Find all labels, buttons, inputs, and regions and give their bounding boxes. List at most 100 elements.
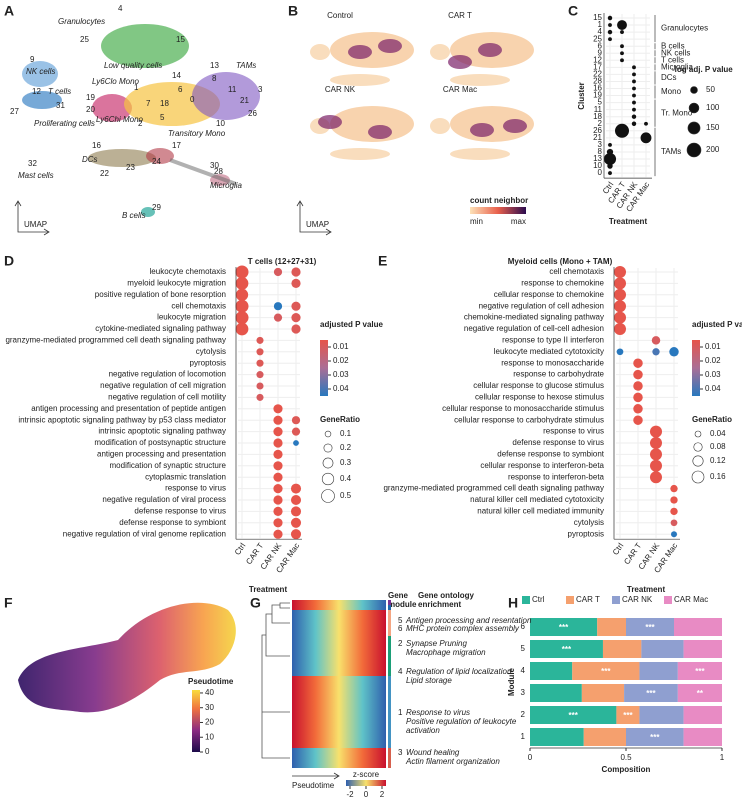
row-label: modification of postsynaptic structure (94, 438, 226, 447)
colorbar (346, 780, 386, 786)
row-label: 0 (598, 168, 603, 177)
bar-segment (639, 706, 684, 724)
y-tick-label: 3 (521, 688, 526, 697)
heatmap-band (292, 636, 386, 676)
cluster-label: 8 (212, 74, 217, 83)
dot (291, 267, 301, 277)
row-label: response to virus (165, 484, 226, 493)
dot (290, 483, 302, 494)
row-label: natural killer cell mediated immunity (477, 507, 604, 516)
dot (235, 311, 249, 325)
bar-segment (639, 662, 678, 680)
dot (273, 495, 283, 505)
panel-letter: F (4, 595, 13, 611)
pseudotime-cells (18, 602, 236, 713)
dot (273, 415, 283, 425)
density-blob (430, 44, 450, 60)
y-axis-label: Module (507, 667, 516, 696)
row-label: modification of synaptic structure (110, 461, 227, 470)
go-term: Positive regulation of leukocyte (406, 717, 517, 726)
dot (290, 506, 302, 517)
bar-segment (597, 618, 626, 636)
dot (256, 336, 264, 344)
dot (632, 79, 636, 84)
row-label: cellular response to hexose stimulus (475, 393, 604, 402)
cluster-label: TAMs (236, 61, 256, 70)
dot (256, 348, 264, 356)
row-label: 9 (598, 48, 603, 57)
row-label: cellular response to chemokine (494, 290, 605, 299)
panel-letter: C (568, 3, 578, 19)
bar-segment (530, 706, 617, 724)
size-legend-dot (691, 470, 705, 484)
dot (650, 448, 662, 461)
heatmap-band (292, 605, 386, 610)
density-hotspot (348, 45, 372, 59)
row-label: 10 (593, 161, 602, 170)
cluster-label: 32 (28, 159, 37, 168)
dot (235, 299, 249, 313)
heatmap-band (292, 748, 386, 768)
row-label: intrinsic apoptotic signaling pathway (98, 427, 226, 436)
size-legend-dot (692, 455, 704, 467)
row-label: response to virus (543, 427, 604, 436)
dot (273, 404, 283, 414)
significance-label: *** (559, 623, 569, 632)
x-tick-label: 1 (720, 753, 725, 762)
legend-swatch (522, 596, 530, 604)
row-label: leukocyte chemotaxis (150, 267, 226, 276)
dot (670, 507, 678, 516)
colorbar-title: z-score (353, 770, 380, 779)
colorbar-tick-label: 10 (205, 732, 214, 741)
group-label: NK cells (661, 48, 690, 57)
colorbar-title: Pseudotime (188, 677, 234, 686)
go-term: Wound healing (406, 748, 460, 757)
colorbar-tick-label: 0 (364, 790, 369, 799)
size-legend-dot (690, 86, 698, 94)
cluster-label: 28 (214, 167, 223, 176)
module-id: 1 (398, 708, 403, 717)
cluster-label: DCs (82, 155, 98, 164)
row-label: cell chemotaxis (549, 267, 604, 276)
colorbar-tick-label: 30 (205, 703, 214, 712)
dot (669, 347, 679, 357)
x-tick-label: Ctrl (233, 541, 248, 557)
dot (607, 15, 613, 21)
row-label: defense response to symbiont (119, 518, 227, 527)
dot (633, 381, 643, 391)
row-label: response to chemokine (521, 279, 604, 288)
row-label: 12 (593, 55, 602, 64)
significance-label: *** (623, 711, 633, 720)
umap-a-clusters (22, 24, 260, 217)
cluster-label: 26 (248, 109, 257, 118)
dot (620, 30, 624, 35)
row-label: 21 (593, 133, 602, 142)
size-legend-dot (323, 443, 333, 453)
cluster-label: Transitory Mono (168, 129, 226, 138)
row-label: 8 (598, 147, 603, 156)
dot (614, 311, 626, 324)
density-hotspot (503, 119, 527, 133)
dot (614, 323, 626, 335)
dot (650, 425, 662, 438)
cluster-label: 25 (80, 35, 89, 44)
y-axis-label: Cluster (577, 82, 586, 110)
row-label: positive regulation of bone resorption (95, 290, 226, 299)
chart-title: T cells (12+27+31) (248, 257, 317, 266)
size-legend-dot (687, 121, 701, 135)
row-label: response to carbohydrate (513, 370, 604, 379)
density-hotspot (378, 39, 402, 53)
x-axis-label: Treatment (609, 217, 648, 226)
dot (652, 348, 660, 356)
row-label: 3 (598, 140, 603, 149)
row-label: chemokine-mediated signaling pathway (464, 313, 604, 322)
dot (620, 44, 624, 49)
umap-axes (299, 202, 330, 233)
label: UMAP (306, 220, 329, 229)
legend-swatch (566, 596, 574, 604)
colorbar-tick-label: 0.01 (333, 342, 349, 351)
label: UMAP (24, 220, 47, 229)
dot (256, 382, 264, 390)
legend-label: CAR NK (622, 595, 653, 604)
